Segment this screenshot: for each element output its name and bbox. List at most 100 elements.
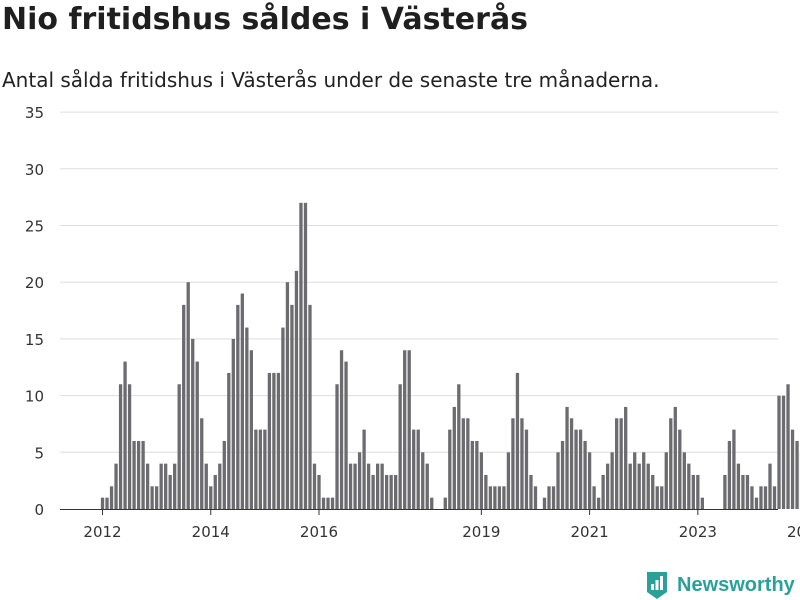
bar xyxy=(763,486,768,509)
bar xyxy=(366,463,371,509)
bar xyxy=(700,497,704,509)
bar xyxy=(105,497,109,509)
bar xyxy=(628,463,632,509)
bar xyxy=(371,474,375,509)
bar xyxy=(330,497,335,509)
bar xyxy=(624,406,628,509)
bar xyxy=(245,327,249,509)
bar xyxy=(127,384,132,509)
bar xyxy=(723,474,727,509)
bar xyxy=(506,452,511,509)
bar xyxy=(182,304,186,509)
bar xyxy=(461,418,465,509)
bar xyxy=(669,418,673,509)
bar xyxy=(615,418,619,509)
bar xyxy=(200,418,204,509)
y-tick-label: 20 xyxy=(25,274,44,292)
bar xyxy=(633,452,637,509)
bar xyxy=(673,406,677,509)
bar xyxy=(353,463,357,509)
bar xyxy=(601,474,605,509)
bar xyxy=(795,440,799,509)
bar xyxy=(191,338,195,509)
bar xyxy=(389,474,393,509)
x-tick-label: 2023 xyxy=(679,523,717,541)
bar xyxy=(154,486,159,509)
bar xyxy=(141,440,145,509)
bar xyxy=(173,463,177,509)
bar xyxy=(218,463,222,509)
bar xyxy=(290,304,294,509)
grid-lines xyxy=(60,111,778,453)
bar xyxy=(488,486,493,509)
x-tick-label: 2012 xyxy=(83,523,121,541)
bar xyxy=(114,463,118,509)
bar xyxy=(687,463,691,509)
bar xyxy=(312,463,317,509)
bar xyxy=(240,293,244,509)
chart-title: Nio fritidshus såldes i Västerås xyxy=(2,2,529,37)
bar xyxy=(529,474,533,509)
x-tick-label: 2021 xyxy=(571,523,609,541)
bar xyxy=(732,429,736,509)
bar xyxy=(443,497,447,509)
bar xyxy=(542,497,547,509)
bar xyxy=(520,418,524,509)
bar xyxy=(605,463,610,509)
bar xyxy=(678,429,682,509)
bar xyxy=(195,361,199,509)
bar xyxy=(596,497,601,509)
bar xyxy=(475,440,479,509)
bar xyxy=(416,429,420,509)
bar xyxy=(394,474,398,509)
bar xyxy=(524,429,529,509)
bar xyxy=(136,440,141,509)
bar xyxy=(407,350,411,509)
bar xyxy=(164,463,168,509)
bar xyxy=(425,463,429,509)
bar xyxy=(637,463,641,509)
bar xyxy=(691,474,695,509)
bar xyxy=(321,497,326,509)
bar xyxy=(565,406,569,509)
bar xyxy=(651,474,655,509)
bar xyxy=(772,486,777,509)
bar xyxy=(592,486,596,509)
y-tick-label: 0 xyxy=(34,501,44,519)
bar xyxy=(118,384,123,509)
bar xyxy=(750,486,754,509)
bar xyxy=(430,497,434,509)
chart-subtitle: Antal sålda fritidshus i Västerås under … xyxy=(2,68,660,92)
x-tick-label: 2016 xyxy=(300,523,338,541)
bar xyxy=(587,452,592,509)
bar xyxy=(348,463,353,509)
bar xyxy=(655,486,659,509)
bar xyxy=(412,429,416,509)
bar xyxy=(511,418,515,509)
bar xyxy=(276,372,281,509)
bar xyxy=(213,474,217,509)
bar xyxy=(150,486,154,509)
y-tick-label: 5 xyxy=(34,444,44,462)
bar xyxy=(560,440,565,509)
bar xyxy=(736,463,741,509)
bar xyxy=(123,361,127,509)
bar xyxy=(100,497,105,509)
bar xyxy=(132,440,136,509)
bar xyxy=(357,452,362,509)
bar xyxy=(209,486,213,509)
bar xyxy=(385,474,389,509)
bar xyxy=(168,474,172,509)
bar xyxy=(398,384,402,509)
bar xyxy=(294,270,299,509)
bar xyxy=(479,452,484,509)
bar xyxy=(344,361,348,509)
bar xyxy=(231,338,235,509)
bars xyxy=(100,202,800,509)
x-tick-label: 2014 xyxy=(192,523,230,541)
bar xyxy=(551,486,556,509)
bar xyxy=(263,429,267,509)
bar xyxy=(272,372,276,509)
